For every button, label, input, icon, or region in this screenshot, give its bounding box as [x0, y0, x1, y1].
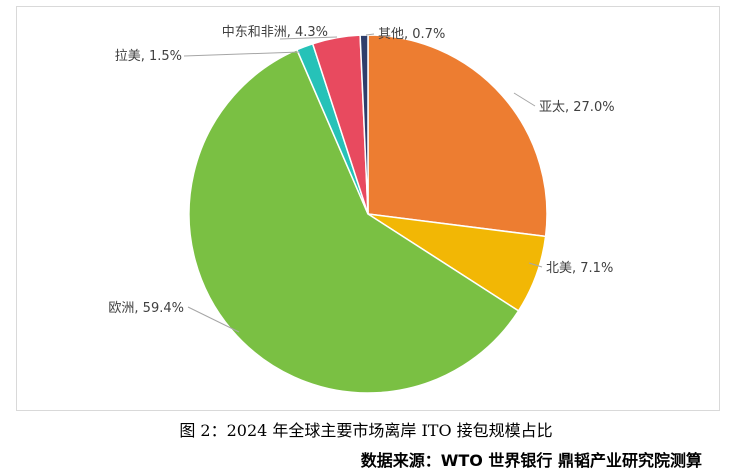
leader-line-0 [513, 92, 536, 107]
slice-label-2: 欧洲, 59.4% [108, 301, 184, 316]
pie-slice-0 [367, 34, 548, 238]
figure-caption: 图 2：2024 年全球主要市场离岸 ITO 接包规模占比 [179, 421, 553, 440]
leader-line-1 [528, 262, 543, 268]
leader-line-2 [187, 306, 240, 333]
data-labels: 亚太, 27.0% 北美, 7.1% 欧洲, 59.4% 拉美, 1.5% 中东和非洲,… [108, 25, 614, 316]
slice-label-4: 中东和非洲, 4.3% [222, 25, 328, 40]
pie-chart: 亚太, 27.0% 北美, 7.1% 欧洲, 59.4% 拉美, 1.5% 中东和非洲,… [108, 25, 615, 394]
leader-line-3 [183, 51, 301, 57]
slice-label-3: 拉美, 1.5% [115, 49, 182, 64]
data-source: 数据来源：WTO 世界银行 鼎韬产业研究院测算 [360, 451, 702, 470]
leader-lines [183, 33, 543, 333]
leader-line-5 [365, 33, 375, 36]
slice-label-5: 其他, 0.7% [378, 27, 445, 42]
pie-slice-2 [188, 48, 520, 394]
leader-line-4 [279, 36, 338, 40]
slice-label-0: 亚太, 27.0% [539, 100, 615, 115]
slice-label-1: 北美, 7.1% [546, 261, 613, 276]
pie-slices [188, 34, 548, 394]
chart-frame: 亚太, 27.0% 北美, 7.1% 欧洲, 59.4% 拉美, 1.5% 中东和非洲,… [16, 6, 720, 411]
